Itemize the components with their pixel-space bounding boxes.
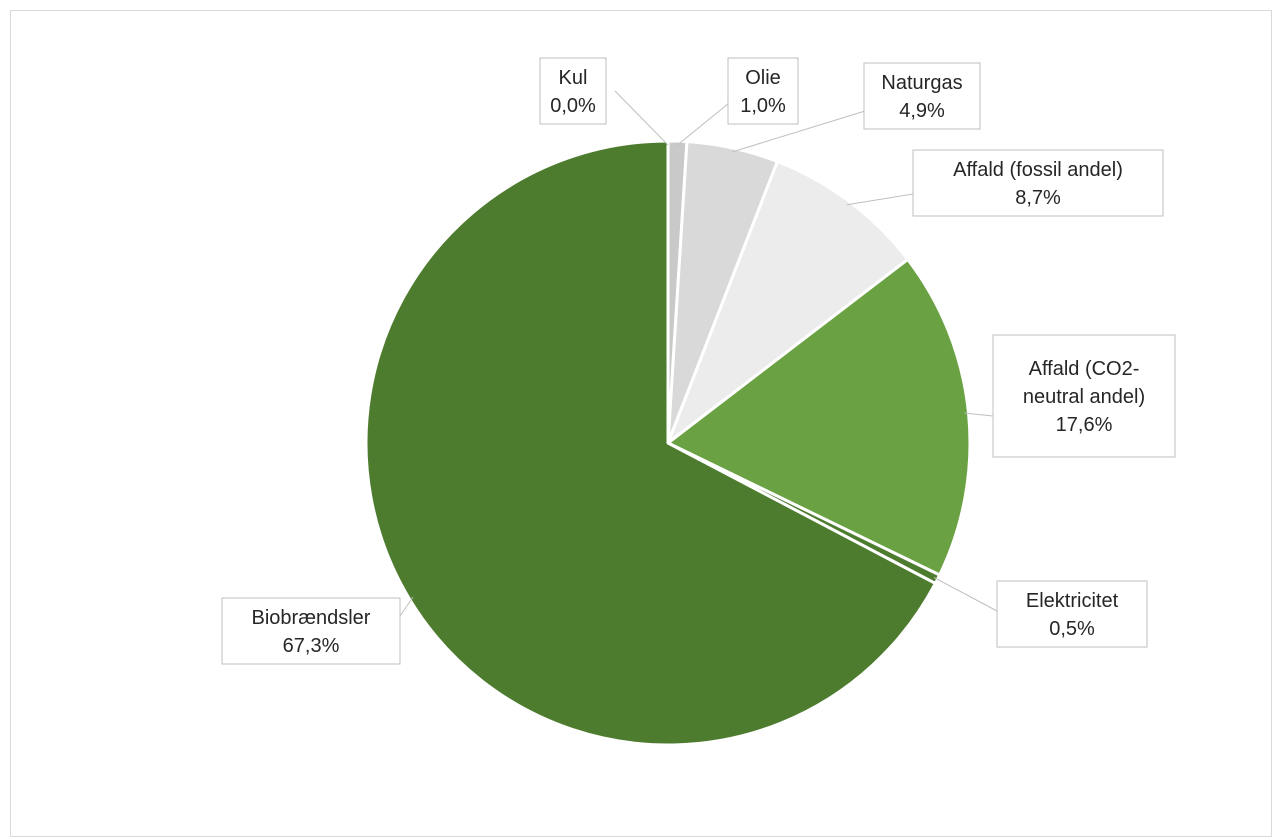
data-label-category-olie: Olie bbox=[745, 67, 781, 89]
data-label-box-kul bbox=[539, 57, 607, 125]
pie-slices bbox=[364, 139, 972, 747]
pie-slice-biobraendsler bbox=[364, 139, 937, 747]
data-label-value-olie: 1,0% bbox=[740, 95, 786, 117]
leader-line-kul bbox=[614, 90, 669, 146]
chart-frame: Kul 0,0% Olie 1,0% Naturgas 4,9% Affald (fossi… bbox=[10, 10, 1272, 837]
data-label-box-affald-co2-neutral-andel bbox=[992, 334, 1176, 458]
data-label-affald-co2-neutral-andel: Affald (CO2- neutral andel) 17,6% bbox=[992, 334, 1176, 458]
leader-line-elektricitet bbox=[933, 577, 998, 612]
data-label-box-olie bbox=[727, 57, 799, 125]
leader-line-affald-co2-neutral-andel bbox=[964, 412, 994, 417]
data-label-category-kul: Kul bbox=[559, 67, 588, 89]
leader-line-naturgas bbox=[731, 110, 866, 153]
data-label-box-affald-fossil-andel bbox=[912, 149, 1164, 217]
data-label-box-naturgas bbox=[863, 62, 981, 130]
pie-slice-affald-fossil-andel bbox=[666, 160, 910, 445]
data-label-category-affald-co2-neutral-andel: Affald (CO2- bbox=[1029, 358, 1140, 380]
leader-line-olie bbox=[677, 102, 730, 146]
leader-line-biobraendsler bbox=[399, 596, 414, 617]
data-label-category-biobraendsler: Biobrændsler bbox=[252, 607, 371, 629]
data-label-category-affald-fossil-andel: Affald (fossil andel) bbox=[953, 159, 1123, 181]
data-label-biobraendsler: Biobrændsler 67,3% bbox=[221, 597, 401, 665]
data-label-elektricitet: Elektricitet 0,5% bbox=[996, 580, 1148, 648]
data-label-affald-fossil-andel: Affald (fossil andel) 8,7% bbox=[912, 149, 1164, 217]
data-label-naturgas: Naturgas 4,9% bbox=[863, 62, 981, 130]
pie-slice-affald-co2-neutral-andel bbox=[666, 257, 972, 577]
leader-line-affald-fossil-andel bbox=[846, 193, 914, 206]
data-label-value-affald-co2-neutral-andel: 17,6% bbox=[1056, 414, 1113, 436]
data-label-box-biobraendsler bbox=[221, 597, 401, 665]
data-label-value-affald-fossil-andel: 8,7% bbox=[1015, 187, 1061, 209]
data-label-value-biobraendsler: 67,3% bbox=[283, 635, 340, 657]
data-labels: Kul 0,0% Olie 1,0% Naturgas 4,9% Affald (fossi… bbox=[221, 57, 1176, 665]
data-label-category-naturgas: Naturgas bbox=[881, 72, 962, 94]
data-label-value-kul: 0,0% bbox=[550, 95, 596, 117]
data-label-category-elektricitet: Elektricitet bbox=[1026, 590, 1119, 612]
pie-chart: Kul 0,0% Olie 1,0% Naturgas 4,9% Affald (fossi… bbox=[221, 57, 1176, 747]
data-label-category-affald-co2-neutral-andel: neutral andel) bbox=[1023, 386, 1145, 408]
data-label-value-elektricitet: 0,5% bbox=[1049, 618, 1095, 640]
data-label-box-elektricitet bbox=[996, 580, 1148, 648]
data-label-kul: Kul 0,0% bbox=[539, 57, 607, 125]
label-leader-lines bbox=[399, 90, 998, 617]
data-label-olie: Olie 1,0% bbox=[727, 57, 799, 125]
data-label-value-naturgas: 4,9% bbox=[899, 100, 945, 122]
